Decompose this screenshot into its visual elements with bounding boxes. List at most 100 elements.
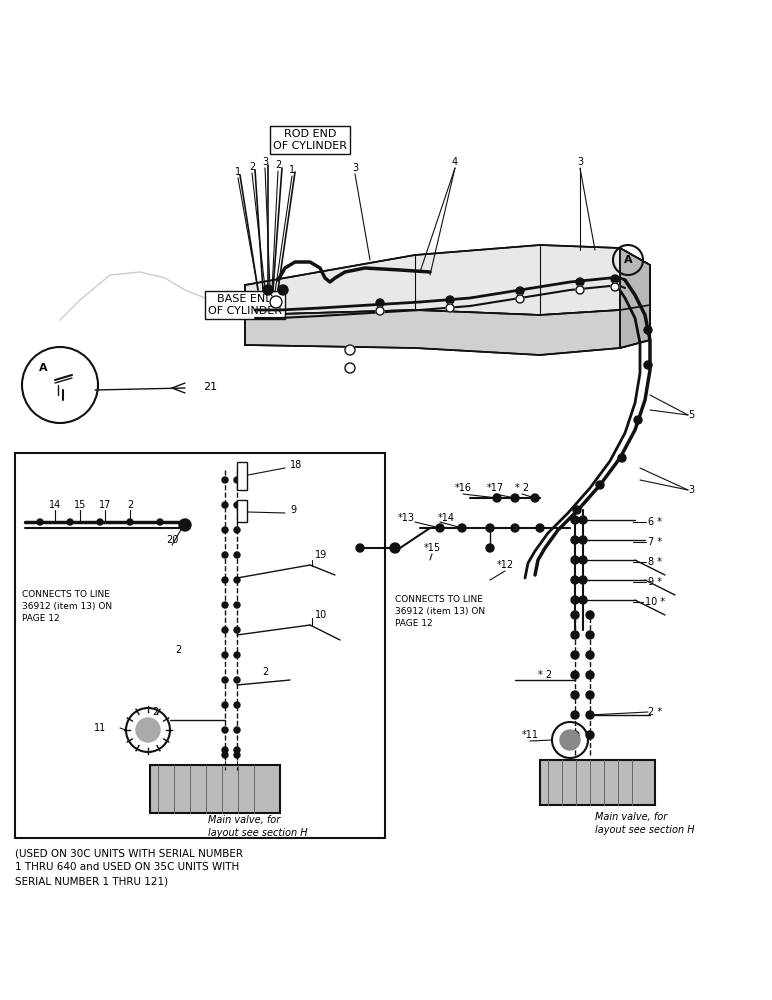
Circle shape — [179, 519, 191, 531]
Text: * 2: * 2 — [538, 670, 552, 680]
Circle shape — [571, 556, 579, 564]
Text: * 2: * 2 — [515, 483, 529, 493]
Circle shape — [234, 627, 240, 633]
Circle shape — [576, 278, 584, 286]
Circle shape — [234, 677, 240, 683]
Text: 11: 11 — [94, 723, 106, 733]
Text: 18: 18 — [290, 460, 303, 470]
Circle shape — [536, 524, 544, 532]
Text: 6 *: 6 * — [648, 517, 662, 527]
Text: 1: 1 — [235, 167, 241, 177]
Circle shape — [611, 283, 619, 291]
Circle shape — [586, 711, 594, 719]
Circle shape — [222, 727, 228, 733]
Text: 2: 2 — [152, 707, 158, 717]
Circle shape — [611, 275, 619, 283]
Text: 21: 21 — [203, 382, 217, 392]
Circle shape — [446, 304, 454, 312]
Circle shape — [516, 287, 524, 295]
Circle shape — [586, 691, 594, 699]
Circle shape — [127, 519, 133, 525]
Text: 1: 1 — [289, 165, 295, 175]
Circle shape — [234, 752, 240, 758]
Circle shape — [571, 536, 579, 544]
Text: 20: 20 — [166, 535, 178, 545]
Circle shape — [263, 285, 273, 295]
Text: 3: 3 — [688, 485, 694, 495]
Circle shape — [345, 345, 355, 355]
FancyBboxPatch shape — [237, 462, 247, 490]
Circle shape — [511, 524, 519, 532]
Circle shape — [486, 524, 494, 532]
Circle shape — [446, 296, 454, 304]
Text: *11: *11 — [522, 730, 539, 740]
Text: 2: 2 — [175, 645, 181, 655]
Circle shape — [234, 727, 240, 733]
Circle shape — [486, 544, 494, 552]
Circle shape — [579, 596, 587, 604]
Circle shape — [571, 731, 579, 739]
Circle shape — [571, 631, 579, 639]
FancyBboxPatch shape — [150, 765, 280, 813]
Text: 4: 4 — [452, 157, 458, 167]
Text: 19: 19 — [315, 550, 327, 560]
Circle shape — [390, 543, 400, 553]
Text: 10 *: 10 * — [645, 597, 665, 607]
Text: Main valve, for
layout see section H: Main valve, for layout see section H — [208, 815, 307, 838]
Circle shape — [579, 556, 587, 564]
Text: *13: *13 — [398, 513, 415, 523]
Text: *17: *17 — [486, 483, 503, 493]
Circle shape — [571, 651, 579, 659]
Circle shape — [376, 299, 384, 307]
FancyBboxPatch shape — [15, 453, 385, 838]
Text: *14: *14 — [438, 513, 455, 523]
FancyBboxPatch shape — [237, 500, 247, 522]
Text: 5: 5 — [688, 410, 694, 420]
Text: 2: 2 — [275, 160, 281, 170]
Polygon shape — [245, 305, 650, 355]
Circle shape — [222, 702, 228, 708]
Circle shape — [222, 552, 228, 558]
Circle shape — [270, 296, 282, 308]
Circle shape — [234, 577, 240, 583]
Circle shape — [571, 516, 579, 524]
Text: 14: 14 — [49, 500, 61, 510]
Circle shape — [222, 602, 228, 608]
Circle shape — [618, 454, 626, 462]
Circle shape — [586, 651, 594, 659]
Circle shape — [634, 416, 642, 424]
Text: A: A — [624, 255, 632, 265]
Circle shape — [579, 536, 587, 544]
Circle shape — [345, 363, 355, 373]
Circle shape — [579, 516, 587, 524]
Text: A: A — [39, 363, 47, 373]
Circle shape — [234, 602, 240, 608]
Circle shape — [644, 326, 652, 334]
Circle shape — [531, 494, 539, 502]
Circle shape — [586, 731, 594, 739]
Circle shape — [458, 524, 466, 532]
Circle shape — [511, 494, 519, 502]
Text: 9: 9 — [290, 505, 296, 515]
Circle shape — [67, 519, 73, 525]
Text: CONNECTS TO LINE
36912 (item 13) ON
PAGE 12: CONNECTS TO LINE 36912 (item 13) ON PAGE… — [395, 595, 485, 628]
Circle shape — [97, 519, 103, 525]
Text: CONNECTS TO LINE
36912 (item 13) ON
PAGE 12: CONNECTS TO LINE 36912 (item 13) ON PAGE… — [22, 590, 112, 623]
Circle shape — [222, 577, 228, 583]
Circle shape — [234, 502, 240, 508]
Text: 3: 3 — [352, 163, 358, 173]
Circle shape — [576, 286, 584, 294]
Circle shape — [222, 677, 228, 683]
FancyBboxPatch shape — [540, 760, 655, 805]
Circle shape — [376, 307, 384, 315]
Circle shape — [579, 576, 587, 584]
Text: Main valve, for
layout see section H: Main valve, for layout see section H — [595, 812, 695, 835]
Circle shape — [644, 361, 652, 369]
Circle shape — [596, 481, 604, 489]
Circle shape — [222, 752, 228, 758]
Text: 2 *: 2 * — [648, 707, 662, 717]
Polygon shape — [620, 248, 650, 348]
Circle shape — [560, 730, 580, 750]
Text: 15: 15 — [74, 500, 86, 510]
Circle shape — [234, 527, 240, 533]
